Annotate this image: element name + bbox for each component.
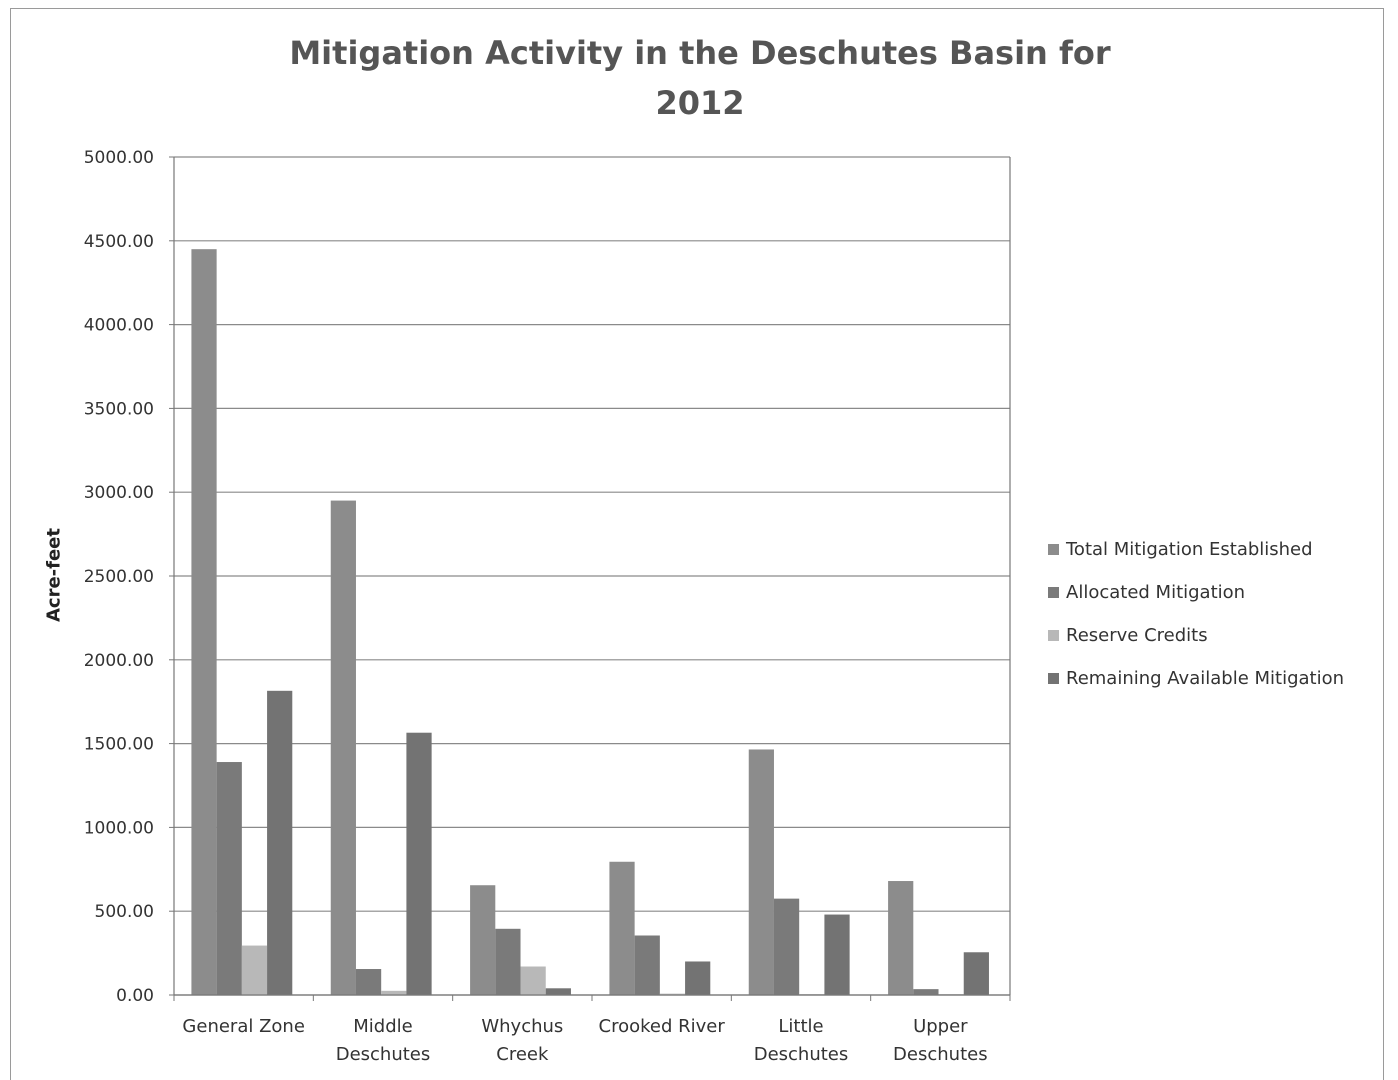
legend-swatch — [1048, 673, 1059, 684]
bar-4 — [267, 690, 293, 995]
bar-1 — [470, 885, 496, 995]
gridlines — [169, 156, 1010, 996]
bar-3 — [520, 966, 546, 995]
axes — [173, 157, 1011, 1001]
y-tick-label: 500.00 — [95, 902, 154, 922]
bar-2 — [495, 928, 521, 995]
x-tick-label: Deschutes — [754, 1044, 849, 1065]
x-tick-labels: General Zone Middle Deschutes Whychus Creek C… — [182, 1016, 987, 1065]
bar-2 — [355, 969, 382, 995]
bars — [191, 249, 989, 995]
chart-title: Mitigation Activity in the Deschutes Bas… — [170, 28, 1230, 128]
chart-title-line-2: 2012 — [655, 84, 745, 122]
bar-4 — [685, 961, 711, 995]
x-tick-label: Middle — [353, 1016, 412, 1037]
x-tick-label: Crooked River — [599, 1016, 726, 1037]
legend-label: Allocated Mitigation — [1066, 582, 1246, 603]
y-tick-label: 1500.00 — [84, 735, 154, 755]
x-tick-label: Whychus — [481, 1016, 563, 1037]
bar-1 — [609, 861, 635, 995]
bar-1 — [888, 881, 914, 995]
y-tick-label: 2000.00 — [84, 651, 154, 671]
legend-label: Reserve Credits — [1066, 625, 1208, 646]
y-tick-label: 2500.00 — [84, 567, 154, 587]
y-tick-label: 3500.00 — [84, 399, 154, 419]
bar-3 — [659, 993, 686, 995]
y-tick-label: 1000.00 — [84, 818, 154, 838]
legend-swatch — [1048, 587, 1059, 598]
y-tick-label: 3000.00 — [84, 483, 154, 503]
x-tick-label: Upper — [913, 1016, 968, 1037]
legend-label: Remaining Available Mitigation — [1066, 668, 1345, 689]
y-tick-label: 4500.00 — [84, 232, 154, 252]
y-tick-label: 4000.00 — [84, 316, 154, 336]
legend: Total Mitigation Established Allocated Mi… — [1048, 528, 1344, 700]
x-tick-label: General Zone — [182, 1016, 304, 1037]
x-tick-label: Little — [778, 1016, 823, 1037]
legend-item: Remaining Available Mitigation — [1048, 657, 1344, 700]
bar-1 — [330, 500, 356, 995]
legend-swatch — [1048, 630, 1059, 641]
bar-2 — [913, 989, 939, 995]
y-tick-labels: 0.00 500.00 1000.00 1500.00 2000.00 2500.00 30… — [84, 148, 154, 1006]
x-tick-label: Creek — [496, 1044, 549, 1065]
bar-3 — [241, 945, 268, 995]
bar-4 — [824, 914, 850, 995]
bar-4 — [406, 732, 432, 995]
legend-label: Total Mitigation Established — [1066, 539, 1313, 560]
bar-1 — [748, 749, 774, 995]
bar-2 — [634, 935, 660, 995]
x-tick-label: Deschutes — [893, 1044, 988, 1065]
legend-item: Reserve Credits — [1048, 614, 1344, 657]
x-tick-label: Deschutes — [336, 1044, 431, 1065]
bar-3 — [381, 990, 407, 995]
bar-4 — [545, 988, 571, 995]
bar-1 — [191, 249, 217, 995]
bar-2 — [773, 898, 800, 995]
y-tick-label: 5000.00 — [84, 148, 154, 168]
legend-item: Allocated Mitigation — [1048, 571, 1344, 614]
legend-swatch — [1048, 544, 1059, 555]
bar-4 — [963, 952, 989, 995]
y-tick-label: 0.00 — [116, 986, 154, 1006]
chart-title-line-1: Mitigation Activity in the Deschutes Bas… — [289, 34, 1111, 72]
legend-item: Total Mitigation Established — [1048, 528, 1344, 571]
bar-2 — [216, 762, 242, 995]
